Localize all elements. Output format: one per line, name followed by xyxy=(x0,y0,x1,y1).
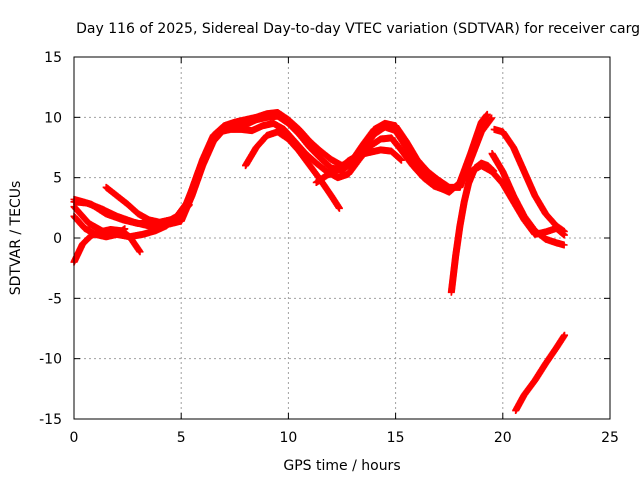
tick-labels: 0 5 10 15 20 25 -15 -10 -5 0 5 10 15 xyxy=(39,50,619,446)
series-track-3 xyxy=(70,119,448,241)
series-track-8 xyxy=(312,146,405,186)
x-axis-label: GPS time / hours xyxy=(283,458,400,474)
series-track-7 xyxy=(242,128,343,212)
data-point xyxy=(397,156,405,164)
x-tick-label: 20 xyxy=(494,430,512,446)
series-track-5 xyxy=(70,226,144,266)
data-point xyxy=(335,204,343,212)
data-point xyxy=(560,228,568,236)
y-tick-label: 5 xyxy=(53,171,62,187)
x-tick-label: 15 xyxy=(387,430,405,446)
x-tick-label: 5 xyxy=(177,430,186,446)
series-track-9 xyxy=(447,159,498,296)
data-point xyxy=(121,225,129,233)
x-tick-label: 0 xyxy=(70,430,79,446)
y-tick-label: -5 xyxy=(48,291,62,307)
grid-lines xyxy=(74,57,610,419)
y-tick-label: -15 xyxy=(39,412,62,428)
data-point xyxy=(440,185,448,193)
series-track-13 xyxy=(512,331,569,415)
data-marks xyxy=(70,109,569,415)
data-point xyxy=(488,114,496,122)
series-track-4 xyxy=(102,183,193,226)
data-point xyxy=(136,248,144,256)
plot-frame xyxy=(73,56,611,420)
y-tick-label: -10 xyxy=(39,352,62,368)
x-tick-label: 10 xyxy=(279,430,297,446)
data-point xyxy=(561,331,569,339)
series-track-11 xyxy=(488,150,568,249)
x-tick-label: 25 xyxy=(601,430,619,446)
y-axis-label: SDTVAR / TECUs xyxy=(8,181,24,296)
data-point xyxy=(185,201,193,209)
y-tick-label: 0 xyxy=(53,231,62,247)
y-tick-label: 15 xyxy=(44,50,62,66)
data-point xyxy=(483,110,491,118)
series-track-12 xyxy=(490,125,568,236)
chart-title: Day 116 of 2025, Sidereal Day-to-day VTE… xyxy=(76,21,640,37)
data-point xyxy=(560,241,568,249)
y-tick-label: 10 xyxy=(44,110,62,126)
